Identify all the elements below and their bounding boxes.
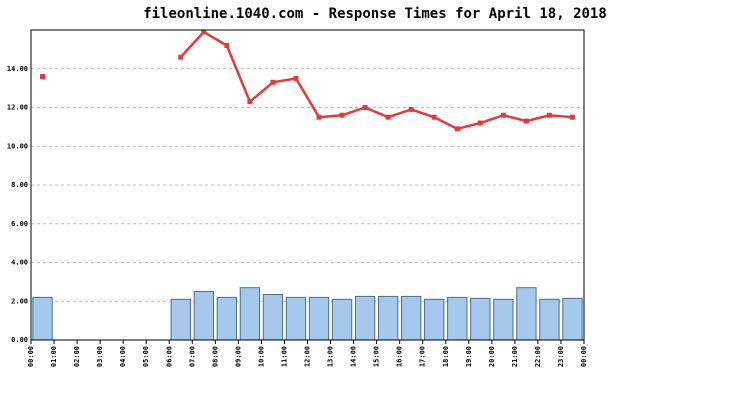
x-tick-label: 00:00 — [27, 346, 35, 367]
marker — [500, 112, 506, 118]
marker — [40, 74, 46, 79]
bar — [308, 296, 330, 341]
bar — [354, 295, 376, 341]
x-tick-label: 17:00 — [419, 346, 427, 367]
bar — [539, 298, 560, 341]
x-tick-label: 07:00 — [188, 346, 196, 367]
bar — [239, 287, 261, 341]
marker — [224, 43, 230, 48]
marker — [454, 126, 460, 132]
x-tick-label: 13:00 — [327, 346, 335, 367]
x-tick-label: 03:00 — [96, 346, 104, 367]
marker — [362, 105, 368, 110]
marker — [247, 99, 253, 105]
bar — [170, 298, 191, 341]
bar — [424, 298, 445, 341]
bar — [493, 298, 514, 341]
x-tick-label: 21:00 — [511, 346, 519, 367]
bar — [285, 296, 307, 341]
bar — [193, 291, 214, 341]
x-tick-label: 01:00 — [50, 346, 58, 367]
x-tick-label: 06:00 — [165, 346, 173, 367]
bar — [331, 298, 353, 341]
x-tick-label: 12:00 — [304, 346, 312, 367]
bar — [401, 295, 422, 341]
y-tick-label: 6.00 — [11, 220, 28, 228]
x-tick-label: 04:00 — [119, 346, 127, 367]
bar — [262, 293, 284, 341]
x-tick-label: 10:00 — [257, 346, 265, 367]
x-tick-label: 23:00 — [557, 346, 565, 367]
marker — [316, 114, 322, 120]
marker — [569, 114, 575, 120]
x-tick-label: 05:00 — [142, 346, 150, 367]
x-tick-label: 18:00 — [442, 346, 450, 367]
line — [179, 30, 573, 131]
x-tick-label: 15:00 — [373, 346, 381, 367]
bar — [377, 295, 399, 341]
bar — [470, 297, 491, 341]
y-tick-label: 12.00 — [7, 104, 28, 112]
marker — [293, 75, 299, 81]
marker — [201, 29, 207, 35]
x-tick-label: 11:00 — [280, 346, 288, 367]
plot-border — [30, 29, 585, 341]
bar — [216, 296, 238, 341]
x-tick-label: 16:00 — [396, 346, 404, 367]
y-tick-label: 10.00 — [7, 142, 28, 150]
x-tick-label: 20:00 — [488, 346, 496, 367]
marker — [408, 106, 414, 112]
y-tick-label: 0.00 — [11, 336, 28, 344]
y-tick-label: 14.00 — [7, 65, 28, 73]
x-tick-label: 00:00 — [580, 346, 588, 367]
bar — [562, 297, 583, 341]
x-tick-label: 22:00 — [534, 346, 542, 367]
bar — [32, 296, 53, 341]
y-tick-label: 8.00 — [11, 181, 28, 189]
x-tick-label: 19:00 — [465, 346, 473, 367]
marker — [431, 114, 437, 120]
bar — [516, 287, 537, 341]
chart-title: fileonline.1040.com - Response Times for… — [143, 6, 607, 22]
y-tick-label: 4.00 — [11, 259, 28, 267]
marker — [546, 112, 552, 118]
x-tick-label: 02:00 — [73, 346, 81, 367]
x-tick-label: 09:00 — [234, 346, 242, 367]
x-tick-label: 14:00 — [350, 346, 358, 367]
marker — [477, 120, 483, 126]
marker — [523, 118, 529, 124]
marker — [385, 114, 391, 120]
marker — [178, 54, 184, 60]
marker — [339, 112, 345, 118]
bar — [447, 296, 468, 341]
x-tick-label: 08:00 — [211, 346, 219, 367]
marker — [270, 79, 276, 85]
y-tick-label: 2.00 — [11, 297, 28, 305]
